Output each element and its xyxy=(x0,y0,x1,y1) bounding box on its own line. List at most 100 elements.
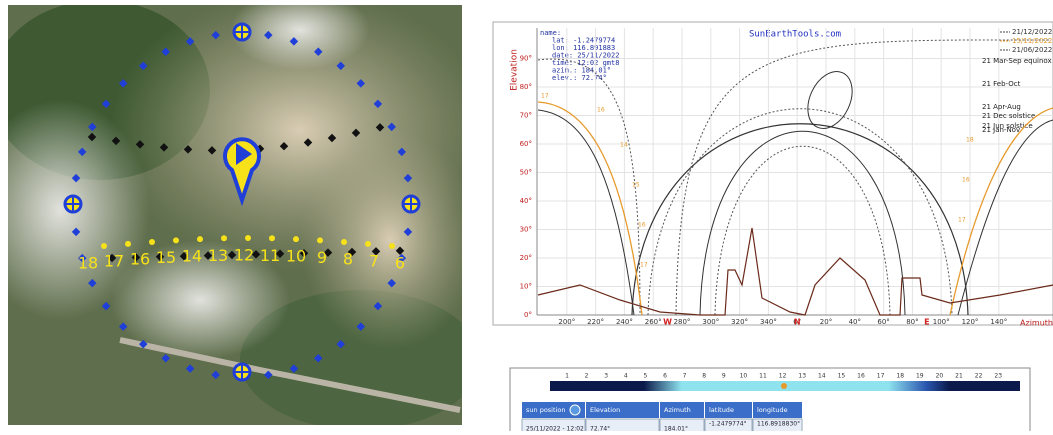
current-time-dot xyxy=(781,383,787,389)
table-cell-text: -1.2479774° xyxy=(709,421,747,428)
hour-label: 7 xyxy=(369,251,379,270)
legend-label: 21/12/2022 xyxy=(1012,28,1052,36)
legend-label: 15/11/2022 xyxy=(1012,37,1052,45)
hour-number: 7 xyxy=(683,373,687,380)
hour-mark: 15 xyxy=(632,182,640,189)
y-tick-label: 10° xyxy=(520,283,532,291)
yellow-marker xyxy=(293,236,299,242)
hour-label: 10 xyxy=(286,247,306,266)
yellow-marker xyxy=(317,237,323,243)
hour-label: 16 xyxy=(130,250,150,269)
curve-label: 21 Apr-Aug xyxy=(982,103,1021,111)
x-tick-label: 40° xyxy=(849,318,861,326)
hour-mark: 17 xyxy=(958,217,966,224)
yellow-marker xyxy=(269,235,275,241)
hour-label: 13 xyxy=(208,246,228,265)
y-tick-label: 0° xyxy=(524,311,532,319)
hour-label: 6 xyxy=(395,254,405,273)
y-tick-label: 50° xyxy=(520,169,532,177)
legend-label: 21/06/2022 xyxy=(1012,46,1052,54)
hour-mark: 16 xyxy=(597,107,605,114)
yellow-marker xyxy=(365,241,371,247)
curve-label: 21 Mar-Sep equinox xyxy=(982,57,1052,65)
x-tick-label: 300° xyxy=(702,318,719,326)
hour-number: 9 xyxy=(722,373,726,380)
hour-label: 8 xyxy=(343,250,353,269)
curve-label: 21 Feb-Oct xyxy=(982,80,1021,88)
yellow-marker xyxy=(197,236,203,242)
table-cell-text: 72.74° xyxy=(590,426,610,432)
table-header-text: longitude xyxy=(757,406,788,414)
info-icon xyxy=(570,405,580,415)
yellow-marker xyxy=(125,241,131,247)
hour-number: 17 xyxy=(877,373,885,380)
hour-mark: 17 xyxy=(541,93,549,100)
yellow-marker xyxy=(101,243,107,249)
site-title: SunEarthTools.com xyxy=(749,30,841,40)
y-tick-label: 20° xyxy=(520,254,532,262)
yellow-marker xyxy=(341,239,347,245)
hour-number: 18 xyxy=(896,373,904,380)
hour-label: 12 xyxy=(234,246,254,265)
x-tick-label: 200° xyxy=(558,318,575,326)
y-tick-label: 70° xyxy=(520,112,532,120)
y-tick-label: 40° xyxy=(520,197,532,205)
hour-mark: 16 xyxy=(962,177,970,184)
table-header-text: latitude xyxy=(709,406,734,414)
hour-number: 5 xyxy=(643,373,647,380)
hour-number: 8 xyxy=(702,373,706,380)
hour-label: 11 xyxy=(260,246,280,265)
table-header-text: Azimuth xyxy=(664,406,691,414)
y-tick-label: 30° xyxy=(520,226,532,234)
hour-number: 4 xyxy=(624,373,628,380)
yellow-marker xyxy=(245,235,251,241)
hour-number: 1 xyxy=(565,373,569,380)
hour-number: 13 xyxy=(798,373,806,380)
hour-number: 6 xyxy=(663,373,667,380)
hour-number: 2 xyxy=(585,373,589,380)
hour-number: 16 xyxy=(857,373,865,380)
y-axis-title: Elevation xyxy=(510,49,520,91)
hour-label: 15 xyxy=(156,248,176,267)
x-tick-label: 140° xyxy=(990,318,1007,326)
hour-mark: 17 xyxy=(640,262,648,269)
table-cell-text: 116.8918830° xyxy=(757,421,800,428)
y-tick-label: 80° xyxy=(520,83,532,91)
y-tick-label: 90° xyxy=(520,55,532,63)
cardinal-label: E xyxy=(924,318,929,327)
x-tick-label: 120° xyxy=(962,318,979,326)
hour-mark: 14 xyxy=(620,142,628,149)
yellow-marker xyxy=(149,239,155,245)
cardinal-label: W xyxy=(663,318,672,327)
yellow-marker xyxy=(173,237,179,243)
x-tick-label: 100° xyxy=(933,318,950,326)
satellite-map: 1817161514131211109876 xyxy=(0,0,490,430)
info-line: elev.: 72.74° xyxy=(552,74,607,82)
hour-label: 18 xyxy=(78,254,98,273)
hour-number: 3 xyxy=(604,373,608,380)
table-header-text: Elevation xyxy=(590,406,620,414)
hour-mark: 18 xyxy=(966,137,974,144)
hour-number: 10 xyxy=(740,373,748,380)
hour-label: 9 xyxy=(317,248,327,267)
y-tick-label: 60° xyxy=(520,140,532,148)
screen: 1817161514131211109876 name:lat: -1.2479… xyxy=(0,0,1053,431)
table-header-text: sun position xyxy=(526,406,565,414)
quarry xyxy=(300,130,480,350)
hour-number: 19 xyxy=(916,373,924,380)
hour-number: 23 xyxy=(994,373,1002,380)
table-cell-text: 184.01° xyxy=(664,426,688,432)
x-tick-label: 60° xyxy=(877,318,889,326)
x-tick-label: 320° xyxy=(731,318,748,326)
hour-number: 22 xyxy=(975,373,983,380)
x-tick-label: 240° xyxy=(616,318,633,326)
curve-label: 21 Dec solstice xyxy=(982,112,1035,120)
x-tick-label: 280° xyxy=(674,318,691,326)
hour-number: 11 xyxy=(759,373,767,380)
hour-number: 15 xyxy=(838,373,846,380)
x-tick-label: 80° xyxy=(906,318,918,326)
yellow-marker xyxy=(389,243,395,249)
x-tick-label: 340° xyxy=(760,318,777,326)
x-tick-label: 260° xyxy=(645,318,662,326)
hour-mark: 16 xyxy=(638,222,646,229)
